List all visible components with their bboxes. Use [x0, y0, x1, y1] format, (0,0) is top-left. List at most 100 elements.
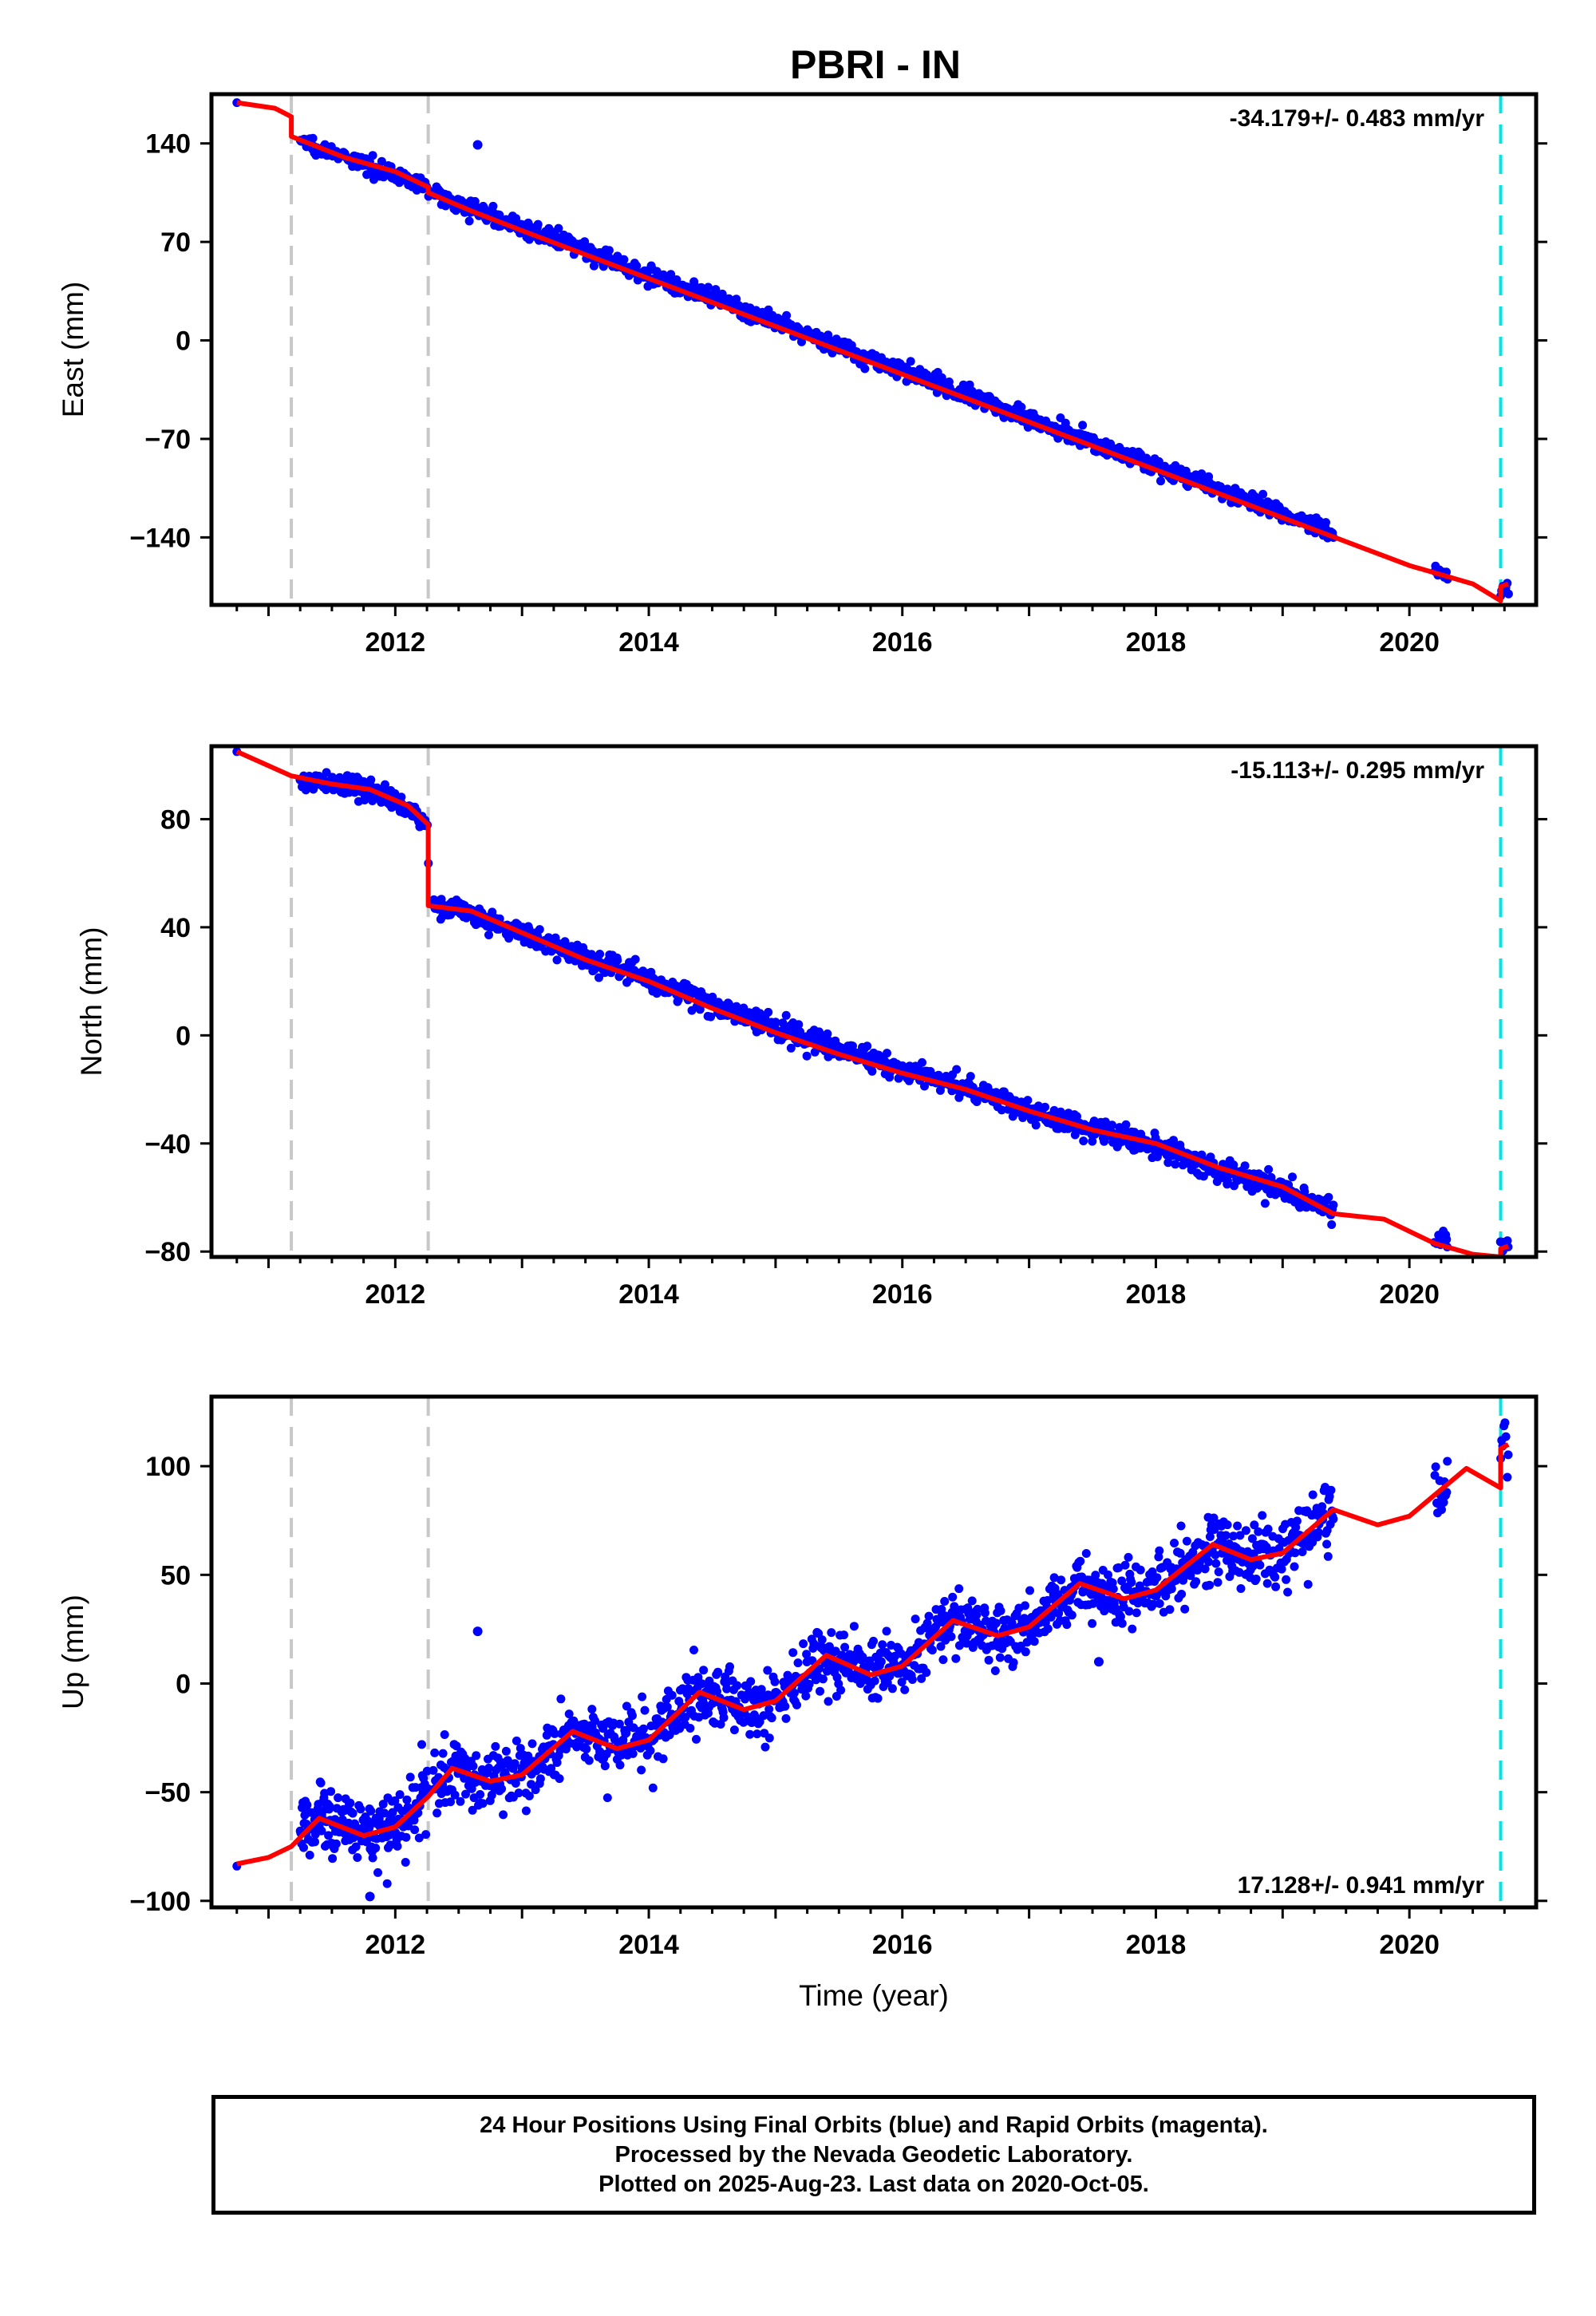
- data-point: [564, 1709, 574, 1719]
- data-point: [299, 1843, 308, 1852]
- data-point: [1167, 1584, 1176, 1594]
- data-point: [836, 1686, 846, 1695]
- axes-frame: [209, 744, 1539, 1259]
- data-point: [802, 1650, 812, 1659]
- data-point: [1329, 1200, 1338, 1210]
- data-point: [1117, 1576, 1127, 1586]
- data-point: [638, 1692, 647, 1701]
- north-panel: 80 40 0 −40 −80 2012 2014 2016 2018 2020 North (mm…: [75, 744, 1547, 1310]
- data-point: [946, 1632, 956, 1642]
- data-point: [665, 1730, 674, 1740]
- data-point: [1308, 1490, 1317, 1500]
- data-point: [1258, 489, 1268, 499]
- data-point: [310, 1837, 319, 1847]
- data-point: [818, 1674, 828, 1684]
- caption-line-1: 24 Hour Positions Using Final Orbits (bl…: [480, 2112, 1268, 2138]
- data-point: [897, 1678, 907, 1687]
- data-point: [547, 1764, 556, 1773]
- data-point: [555, 1774, 564, 1784]
- data-point: [1292, 1516, 1302, 1526]
- data-point: [952, 1065, 962, 1074]
- data-point: [556, 1694, 566, 1704]
- data-point: [560, 937, 570, 947]
- data-point: [1043, 1595, 1053, 1605]
- y-tick-label: 80: [160, 804, 191, 835]
- data-point: [1100, 1136, 1109, 1146]
- y-axis-label: North (mm): [75, 927, 108, 1076]
- data-point: [780, 1701, 790, 1711]
- data-point: [936, 1642, 946, 1651]
- caption-line-2: Processed by the Nevada Geodetic Laborat…: [614, 2141, 1133, 2168]
- data-point: [1229, 1531, 1238, 1541]
- data-point: [393, 1841, 402, 1851]
- data-point: [595, 1747, 605, 1757]
- data-points: [232, 98, 1513, 601]
- data-point: [440, 1730, 449, 1739]
- data-point: [317, 1826, 326, 1836]
- data-point: [927, 1646, 937, 1655]
- data-point: [353, 1853, 362, 1862]
- data-point: [604, 246, 614, 255]
- data-point: [364, 1816, 373, 1826]
- data-point: [351, 1842, 361, 1852]
- data-point: [429, 1765, 438, 1775]
- data-point: [764, 1733, 774, 1743]
- data-point: [716, 1720, 725, 1729]
- data-point: [521, 1806, 531, 1816]
- data-point: [1155, 1599, 1164, 1608]
- data-point: [764, 1705, 774, 1714]
- data-point: [527, 1739, 537, 1749]
- data-point: [511, 1779, 520, 1788]
- data-point: [990, 1666, 1000, 1675]
- data-point: [801, 1691, 811, 1701]
- data-point: [1124, 1607, 1134, 1616]
- data-point: [326, 1787, 336, 1796]
- data-point: [373, 1867, 382, 1877]
- data-point: [628, 1749, 638, 1758]
- data-point: [849, 1622, 859, 1631]
- data-point: [1303, 1579, 1313, 1589]
- data-point: [637, 1765, 646, 1775]
- x-tick-label: 2016: [872, 1279, 933, 1310]
- data-point: [1049, 1573, 1059, 1583]
- data-point: [789, 1688, 799, 1697]
- data-point: [1290, 1548, 1300, 1558]
- data-point: [922, 1668, 931, 1678]
- data-point: [1223, 1520, 1232, 1530]
- data-point: [1262, 1579, 1272, 1588]
- data-point: [1169, 1136, 1178, 1145]
- data-point: [1211, 1550, 1220, 1559]
- y-tick-label: 70: [160, 227, 191, 258]
- data-point: [1057, 1575, 1066, 1585]
- axes-frame: [209, 92, 1539, 607]
- data-point: [382, 1879, 392, 1888]
- data-point: [510, 1759, 519, 1769]
- rate-label: 17.128+/- 0.941 mm/yr: [1238, 1872, 1485, 1899]
- data-point: [1076, 1556, 1085, 1566]
- data-point: [512, 1736, 521, 1745]
- model-line: [235, 749, 1510, 1257]
- data-point: [1271, 1582, 1281, 1591]
- data-point: [1152, 1573, 1162, 1583]
- data-point: [417, 1740, 426, 1749]
- data-point: [786, 1043, 796, 1053]
- data-point: [1324, 1192, 1333, 1202]
- data-point: [719, 1713, 729, 1722]
- data-point: [1025, 1586, 1034, 1595]
- data-point: [1104, 1570, 1112, 1579]
- data-point: [1240, 1161, 1250, 1171]
- data-point: [491, 1741, 500, 1751]
- data-point: [497, 1784, 507, 1793]
- y-tick-label: 0: [176, 1669, 191, 1699]
- y-tick-label: 50: [160, 1560, 191, 1591]
- data-point: [484, 1763, 494, 1773]
- data-point: [1182, 1536, 1191, 1546]
- data-point: [764, 1007, 773, 1017]
- up-panel: 100 50 0 −50 −100 2012 2014 2016 2018 2020 Up (mm)…: [57, 1394, 1547, 2012]
- data-point: [524, 1791, 534, 1800]
- data-point: [615, 1761, 625, 1770]
- data-point: [882, 1626, 891, 1636]
- data-point: [1213, 1578, 1223, 1587]
- data-point: [1120, 1560, 1130, 1570]
- data-point: [1124, 1552, 1133, 1562]
